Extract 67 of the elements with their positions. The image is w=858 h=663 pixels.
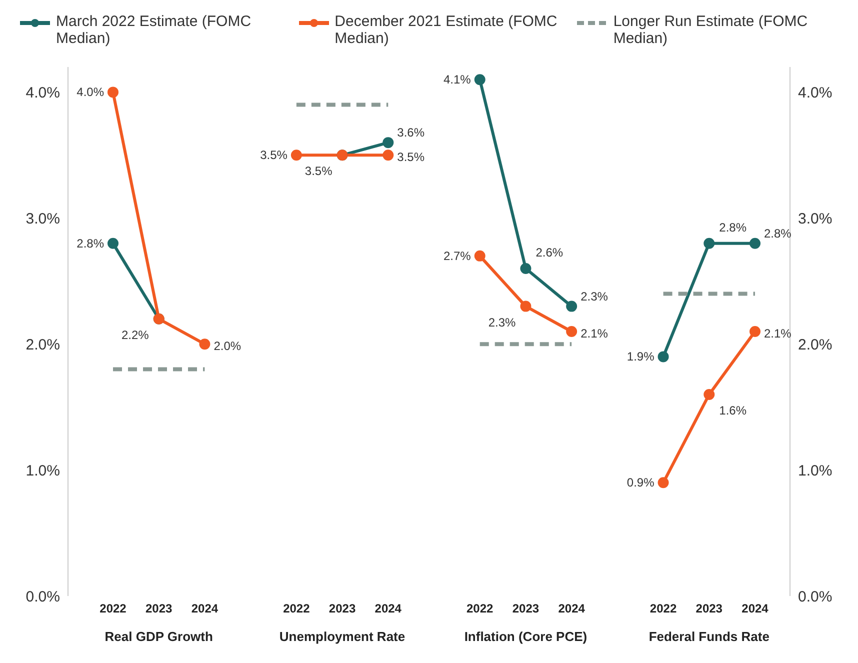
data-label: 2.6% [536,246,564,260]
x-tick-label: 2023 [328,602,356,616]
y2-tick-label: 3.0% [798,210,832,228]
point [382,150,394,161]
legend-label: December 2021 Estimate (FOMC Median) [334,13,558,47]
data-label: 2.0% [214,339,242,354]
y-tick-label: 2.0% [26,336,60,354]
data-label: 0.9% [626,476,655,490]
point [566,326,578,337]
data-label: 4.0% [76,85,104,100]
point [290,150,302,161]
y2-tick-label: 2.0% [798,336,832,354]
point [474,250,486,262]
point [199,338,210,350]
text: Real GDP Growth [104,629,213,644]
text: Federal Funds Rate [648,629,770,644]
point [520,300,532,312]
y-tick-label: 3.0% [26,210,60,228]
point [474,74,486,86]
x-tick-label: 2023 [146,602,173,616]
y-tick-label: 4.0% [26,84,60,102]
point [704,388,715,400]
y2-tick-label: 1.0% [798,462,832,480]
x-tick-label: 2024 [742,602,769,616]
point [750,238,760,249]
data-label: 1.9% [626,350,655,364]
data-label: 2.1% [580,326,608,340]
data-label: 2.7% [444,248,472,263]
x-tick-label: 2024 [374,602,402,616]
data-label: 3.6% [397,126,425,140]
data-label: 4.1% [444,72,472,87]
point [704,238,715,249]
point [520,263,532,274]
y-tick-label: 0.0% [26,588,60,606]
point [566,300,578,312]
x-tick-label: 2023 [512,602,540,616]
data-label: 2.3% [580,289,608,304]
point [382,137,394,148]
text: Inflation (Core PCE) [464,629,588,644]
data-label: 2.3% [488,315,516,330]
data-label: 2.2% [122,328,150,342]
y-tick-label: 1.0% [26,462,60,480]
data-label: 3.5% [397,150,425,164]
x-tick-label: 2023 [696,602,723,616]
x-tick-label: 2024 [191,602,218,616]
data-label: 3.5% [304,164,333,178]
data-label: 2.8% [719,220,747,234]
point [108,86,118,98]
x-tick-label: 2022 [283,602,310,616]
y2-tick-label: 4.0% [798,84,832,102]
x-tick-label: 2022 [466,602,494,616]
point [108,238,118,249]
text: Unemployment Rate [279,629,406,644]
point [658,477,669,488]
data-label: 3.5% [260,148,288,162]
point [750,326,760,337]
point [658,351,669,362]
data-label: 1.6% [719,403,747,418]
data-label: 2.1% [764,326,792,340]
x-tick-label: 2022 [100,602,127,616]
data-label: 2.8% [764,226,792,240]
x-tick-label: 2024 [558,602,586,616]
x-tick-label: 2022 [650,602,677,616]
legend-label: Longer Run Estimate (FOMC Median) [613,13,809,47]
y2-tick-label: 0.0% [798,588,832,606]
data-label: 2.8% [76,236,104,250]
legend-label: March 2022 Estimate (FOMC Median) [56,13,252,47]
